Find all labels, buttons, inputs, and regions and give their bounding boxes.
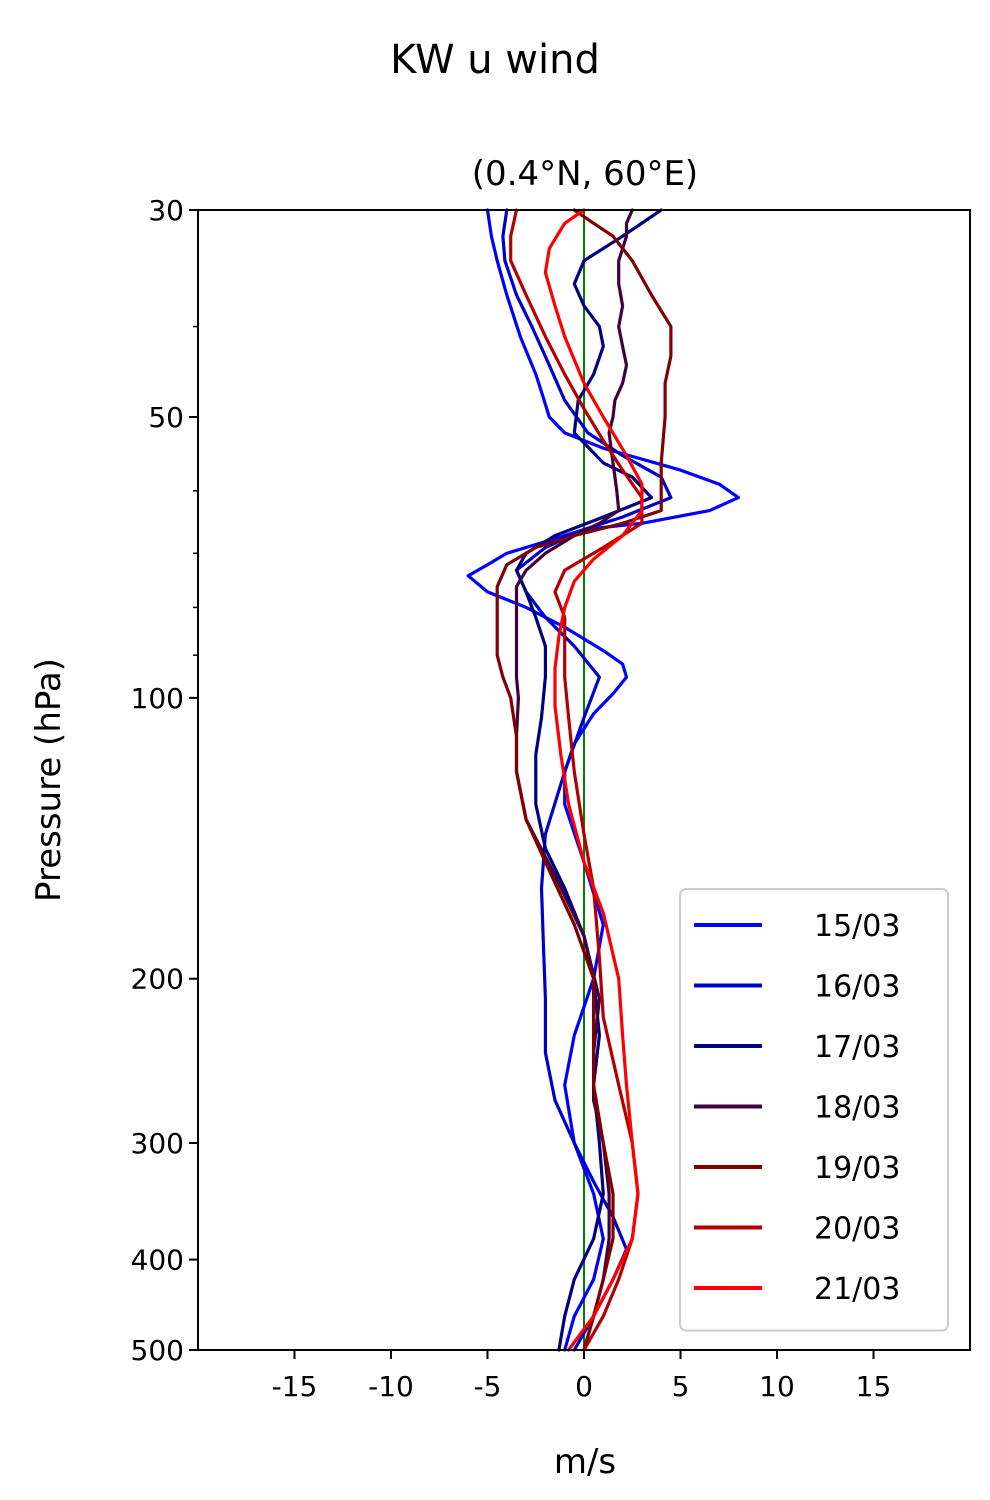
plot-area: -15 -10 -5 0 5 10 15 30 50 100 200 300 400 500: [131, 194, 892, 1403]
y-tick-label: 500: [131, 1334, 184, 1367]
series-line-15-03: [466, 208, 740, 1352]
y-tick-label: 300: [131, 1127, 184, 1160]
x-tick-label: 10: [759, 1370, 795, 1403]
x-tick-label: 5: [672, 1370, 690, 1403]
chart-title: (0.4°N, 60°E): [472, 154, 698, 194]
x-tick-label: 15: [856, 1370, 892, 1403]
x-tick-label: -5: [474, 1370, 502, 1403]
series-line-19-03: [495, 208, 673, 1352]
y-tick-label: 200: [131, 963, 184, 996]
legend-label: 15/03: [814, 909, 900, 944]
x-tick-label: -10: [368, 1370, 414, 1403]
legend-label: 18/03: [814, 1091, 900, 1126]
suptitle: KW u wind: [390, 37, 600, 83]
y-tick-label: 400: [131, 1244, 184, 1277]
y-axis-label: Pressure (hPa): [29, 658, 69, 902]
x-tick-label: -15: [272, 1370, 318, 1403]
y-tick-label: 30: [148, 194, 184, 227]
x-axis-label: m/s: [554, 1442, 616, 1482]
y-tick-label: 100: [131, 682, 184, 715]
y-tick-label: 50: [148, 401, 184, 434]
plot-frame: [197, 209, 971, 1351]
legend: 15/03 16/03 17/03 18/03 19/03 20/03 21/03: [679, 888, 949, 1332]
legend-label: 20/03: [814, 1212, 900, 1247]
legend-label: 21/03: [814, 1272, 900, 1307]
x-tick-label: 0: [575, 1370, 593, 1403]
legend-label: 16/03: [814, 970, 900, 1005]
legend-label: 19/03: [814, 1151, 900, 1186]
series-line-21-03: [543, 208, 644, 1352]
legend-box: [679, 888, 949, 1332]
legend-label: 17/03: [814, 1030, 900, 1065]
